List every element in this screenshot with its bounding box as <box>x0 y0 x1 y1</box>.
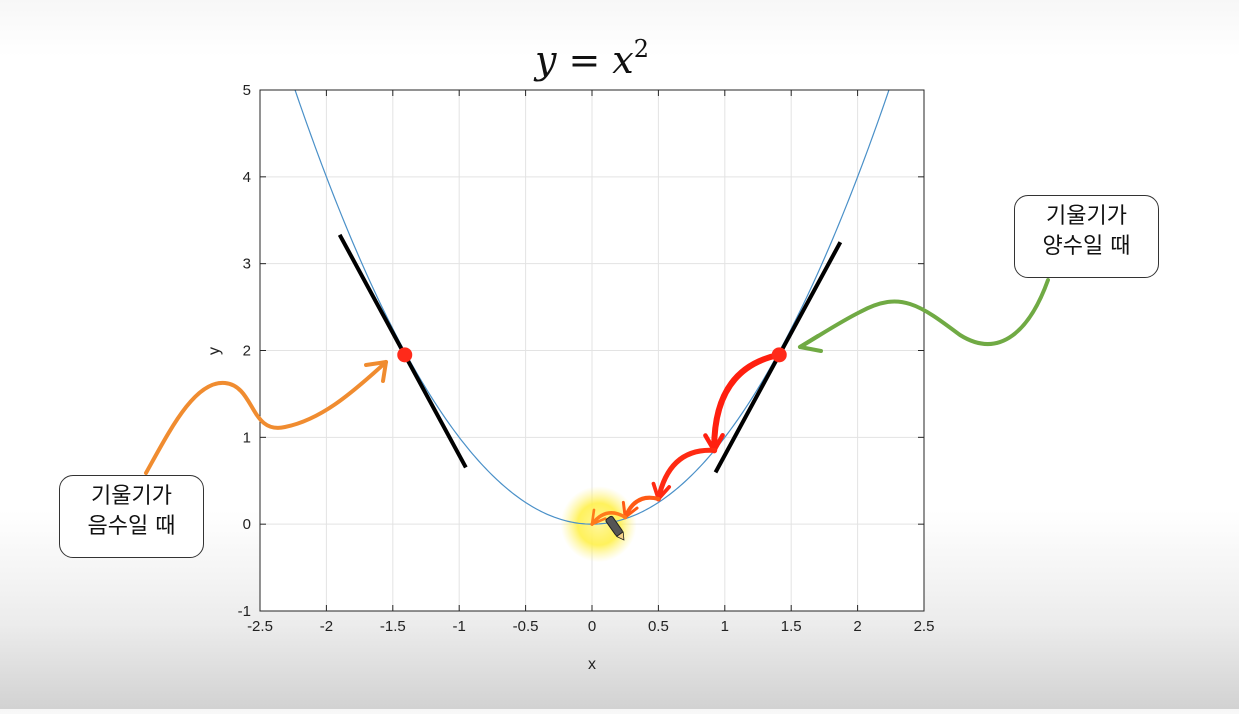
x-tick-label: 2 <box>853 618 861 635</box>
pen-tip <box>615 531 625 541</box>
x-tick-label: -2 <box>320 618 333 635</box>
positive-slope-arrowhead <box>798 334 823 353</box>
x-tick-label: -1.5 <box>380 618 406 635</box>
pen-cursor-icon <box>605 515 625 541</box>
descent-step-arrow <box>590 511 627 526</box>
data-point <box>771 347 787 363</box>
x-tick-label: -1 <box>453 618 466 635</box>
callout-positive-line2: 양수일 때 <box>1042 234 1131 259</box>
x-tick-label: 2.5 <box>914 618 935 635</box>
axis-ticks: -2.5 -2 -1.5 -1 -0.5 0 0.5 1 1.5 2 2.5 -1 0 1 2 3 4 5 <box>238 82 935 635</box>
descent-step-arrow <box>623 495 661 520</box>
chart-title: y = x2 <box>533 35 649 82</box>
x-tick-label: 0.5 <box>648 618 669 635</box>
descent-step-arrow <box>711 351 783 454</box>
annotation-arrows <box>144 278 1050 475</box>
negative-slope-arrowhead <box>364 360 388 383</box>
plot-content <box>294 90 890 563</box>
callout-positive-slope: 기울기가 양수일 때 <box>1014 195 1159 278</box>
descent-step-arrowhead <box>590 508 607 526</box>
callout-negative-slope: 기울기가 음수일 때 <box>59 475 204 558</box>
positive-slope-pointer-arrow <box>798 278 1050 349</box>
x-tick-label: 0 <box>588 618 596 635</box>
y-tick-label: 0 <box>243 516 251 533</box>
x-axis-label: x <box>588 656 596 673</box>
y-tick-label: 5 <box>243 82 251 99</box>
x-tick-label: 1.5 <box>781 618 802 635</box>
y-tick-label: 2 <box>243 343 251 360</box>
descent-step-arrow <box>655 447 717 502</box>
x-tick-label: -0.5 <box>513 618 539 635</box>
y-tick-label: 4 <box>243 169 251 186</box>
data-point <box>397 347 413 363</box>
y-axis-label: y <box>206 347 223 355</box>
callout-negative-line2: 음수일 때 <box>87 514 176 539</box>
callout-positive-line1: 기울기가 <box>1046 204 1127 229</box>
negative-slope-pointer-arrow <box>144 360 388 475</box>
x-tick-label: 1 <box>721 618 729 635</box>
callout-negative-line1: 기울기가 <box>91 484 172 509</box>
y-tick-label: 3 <box>243 256 251 273</box>
y-tick-label: 1 <box>243 429 251 446</box>
x-tick-label: -2.5 <box>247 618 273 635</box>
y-tick-label: -1 <box>238 603 251 620</box>
